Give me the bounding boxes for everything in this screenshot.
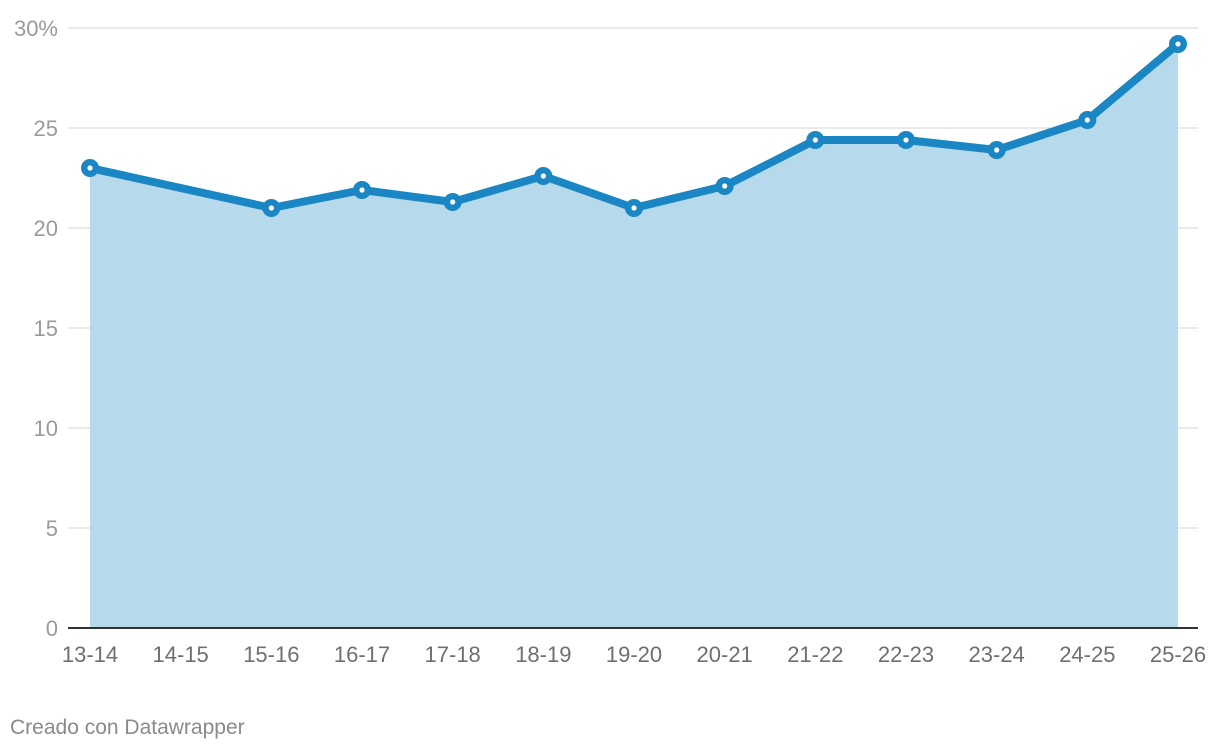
x-tick-label: 22-23 bbox=[878, 642, 934, 667]
data-point[interactable] bbox=[443, 193, 462, 211]
y-tick-label: 10 bbox=[34, 416, 58, 441]
data-point-inner bbox=[268, 205, 274, 211]
data-point[interactable] bbox=[715, 177, 734, 195]
data-point[interactable] bbox=[1169, 35, 1187, 53]
data-point-inner bbox=[1175, 41, 1181, 47]
data-point-inner bbox=[1084, 117, 1090, 123]
x-tick-label: 16-17 bbox=[334, 642, 390, 667]
x-tick-label: 21-22 bbox=[787, 642, 843, 667]
data-point[interactable] bbox=[625, 199, 643, 217]
data-points bbox=[81, 35, 1187, 217]
x-tick-label: 13-14 bbox=[62, 642, 118, 667]
data-point-inner bbox=[540, 173, 546, 179]
y-tick-label: 15 bbox=[34, 316, 58, 341]
data-point[interactable] bbox=[806, 131, 825, 149]
data-point[interactable] bbox=[897, 131, 915, 149]
x-tick-label: 18-19 bbox=[515, 642, 571, 667]
area-fill-layer bbox=[90, 44, 1178, 628]
data-point[interactable] bbox=[1078, 111, 1097, 129]
series-line-layer bbox=[86, 40, 1182, 212]
data-point-inner bbox=[450, 199, 456, 205]
y-tick-label: 25 bbox=[34, 116, 58, 141]
y-tick-label: 0 bbox=[46, 616, 58, 641]
x-tick-label: 14-15 bbox=[153, 642, 209, 667]
data-point-inner bbox=[812, 137, 818, 143]
x-axis-ticks: 13-14 14-15 15-16 16-17 17-18 18-19 19-20 20-21… bbox=[62, 642, 1206, 667]
x-tick-label: 19-20 bbox=[606, 642, 662, 667]
area-fill bbox=[90, 44, 1178, 628]
data-point[interactable] bbox=[81, 159, 99, 177]
data-point-inner bbox=[87, 165, 93, 171]
data-point-inner bbox=[994, 147, 1000, 153]
x-tick-label: 25-26 bbox=[1150, 642, 1206, 667]
x-tick-label: 15-16 bbox=[243, 642, 299, 667]
data-point-inner bbox=[722, 183, 728, 189]
data-point[interactable] bbox=[353, 181, 371, 199]
x-tick-label: 17-18 bbox=[425, 642, 481, 667]
data-point[interactable] bbox=[987, 141, 1006, 159]
data-point-inner bbox=[631, 205, 637, 211]
data-point-inner bbox=[903, 137, 909, 143]
datawrapper-credit[interactable]: Creado con Datawrapper bbox=[10, 716, 245, 739]
data-point-inner bbox=[359, 187, 365, 193]
y-tick-label: 20 bbox=[34, 216, 58, 241]
x-tick-label: 20-21 bbox=[697, 642, 753, 667]
y-tick-label: 30% bbox=[14, 16, 58, 41]
data-point[interactable] bbox=[262, 199, 281, 217]
y-tick-label: 5 bbox=[46, 516, 58, 541]
x-tick-label: 24-25 bbox=[1059, 642, 1115, 667]
x-tick-label: 23-24 bbox=[969, 642, 1025, 667]
y-axis-ticks: 0 5 10 15 20 25 30% bbox=[14, 16, 58, 641]
series-line bbox=[86, 40, 1182, 212]
data-point[interactable] bbox=[534, 167, 553, 185]
